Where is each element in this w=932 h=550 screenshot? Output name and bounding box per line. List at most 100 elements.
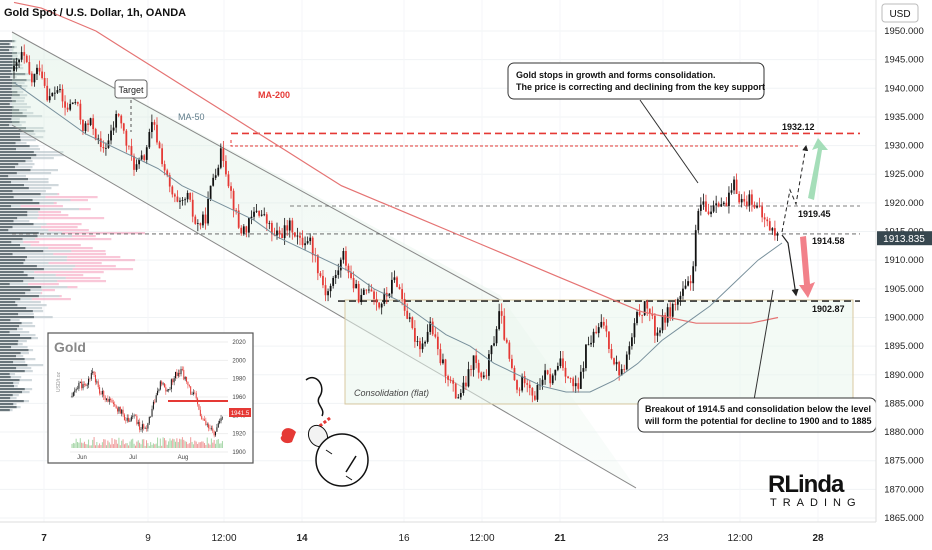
vp-bar: [0, 289, 31, 292]
inset-candle-body: [161, 381, 163, 385]
candle-body: [265, 214, 268, 224]
inset-candle-body: [107, 398, 109, 402]
candle-body: [145, 147, 148, 160]
inset-volume-bar: [152, 443, 154, 448]
candle-body: [462, 382, 465, 393]
time-axis[interactable]: 7 9 12:00 14 16 12:00 21 23 12:00 28: [41, 533, 824, 544]
candle-body: [735, 179, 738, 194]
inset-candle-body: [92, 371, 94, 373]
vp-bar: [0, 169, 31, 172]
inset-volume-bar: [140, 444, 142, 448]
candle-body: [738, 193, 741, 203]
vp-bar: [0, 376, 11, 379]
vp-bar: [11, 241, 24, 244]
candle-body: [43, 77, 46, 86]
candle-body: [457, 397, 460, 399]
vp-bar: [0, 163, 19, 166]
candle-body: [508, 342, 511, 359]
candle-body: [526, 383, 529, 385]
currency-badge[interactable]: USD: [881, 3, 919, 23]
inset-volume-bar: [126, 443, 128, 448]
ma-200-line: [13, 1, 779, 324]
inset-candle-body: [177, 372, 179, 377]
candle-body: [191, 199, 194, 217]
candle-body: [56, 90, 59, 93]
inset-volume-bar: [118, 437, 120, 448]
candle-body: [173, 194, 176, 197]
inset-candle-body: [221, 417, 223, 419]
vp-bar: [0, 94, 20, 97]
inset-candle-body: [96, 381, 98, 383]
vp-bar: [0, 355, 17, 358]
inset-candle-body: [191, 394, 193, 395]
candle-body: [270, 223, 273, 234]
candle-body: [30, 73, 33, 83]
candle-body: [163, 164, 166, 171]
vp-bar: [35, 238, 112, 241]
candle-body: [102, 146, 105, 149]
candle-body: [485, 375, 488, 377]
inset-volume-bar: [93, 437, 95, 448]
inset-volume-bar: [209, 444, 211, 448]
inset-candle-body: [205, 420, 207, 426]
candle-body: [682, 288, 684, 296]
inset-candle-body: [130, 416, 132, 421]
inset-volume-bar: [101, 442, 103, 448]
last-price: 1913.835: [883, 234, 925, 245]
vp-bar: [0, 244, 21, 247]
vp-bar: [11, 205, 21, 208]
vp-bar: [0, 334, 21, 337]
inset-volume-bar: [175, 441, 176, 448]
candle-body: [605, 325, 608, 332]
vp-bar: [15, 301, 41, 304]
candle-body: [773, 228, 776, 236]
inset-candle-body: [99, 387, 101, 394]
inset-volume-bar: [117, 443, 119, 448]
inset-volume-bar: [72, 442, 74, 448]
vp-bar: [27, 274, 56, 277]
inset-candle-body: [210, 428, 212, 430]
candle-body: [368, 289, 370, 291]
inset-candle-body: [126, 417, 128, 421]
vp-bar: [30, 289, 43, 292]
candle-body: [107, 140, 110, 148]
candle-body: [620, 369, 623, 376]
inset-candle-body: [165, 387, 167, 392]
inset-candle-body: [78, 382, 80, 389]
candle-body: [286, 225, 289, 231]
vp-bar: [34, 271, 104, 274]
vp-bar: [0, 364, 28, 367]
inset-volume-bar: [137, 440, 139, 448]
candle-body: [766, 219, 769, 222]
vp-bar: [25, 160, 33, 163]
vp-bar: [31, 157, 54, 160]
candle-body: [725, 202, 728, 207]
candle-body: [260, 214, 263, 216]
candle-body: [556, 365, 559, 370]
candle-body: [465, 382, 467, 387]
inset-candle-body: [133, 415, 135, 417]
candle-body: [82, 119, 84, 132]
vp-bar: [0, 313, 19, 316]
vp-bar: [53, 253, 107, 256]
candle-body: [618, 361, 621, 376]
candle-body: [334, 274, 337, 278]
inset-candle-body: [184, 376, 186, 380]
vp-bar: [67, 256, 121, 259]
candle-body: [577, 383, 580, 389]
vp-bar: [27, 214, 39, 217]
inset-candle-body: [194, 392, 196, 394]
candle-body: [176, 196, 179, 202]
logo-top-text: RLinda: [768, 471, 845, 498]
inset-volume-bar: [144, 445, 146, 448]
projection-down-path: [781, 234, 799, 297]
vp-bar: [34, 316, 53, 319]
candle-body: [168, 175, 171, 187]
vp-bar: [0, 379, 20, 382]
x-tick-label: 12:00: [727, 533, 752, 544]
candle-body: [748, 194, 751, 206]
inset-volume-bar: [79, 438, 81, 448]
candle-body: [143, 155, 146, 160]
candle-body: [20, 52, 23, 60]
candle-body: [518, 389, 521, 391]
